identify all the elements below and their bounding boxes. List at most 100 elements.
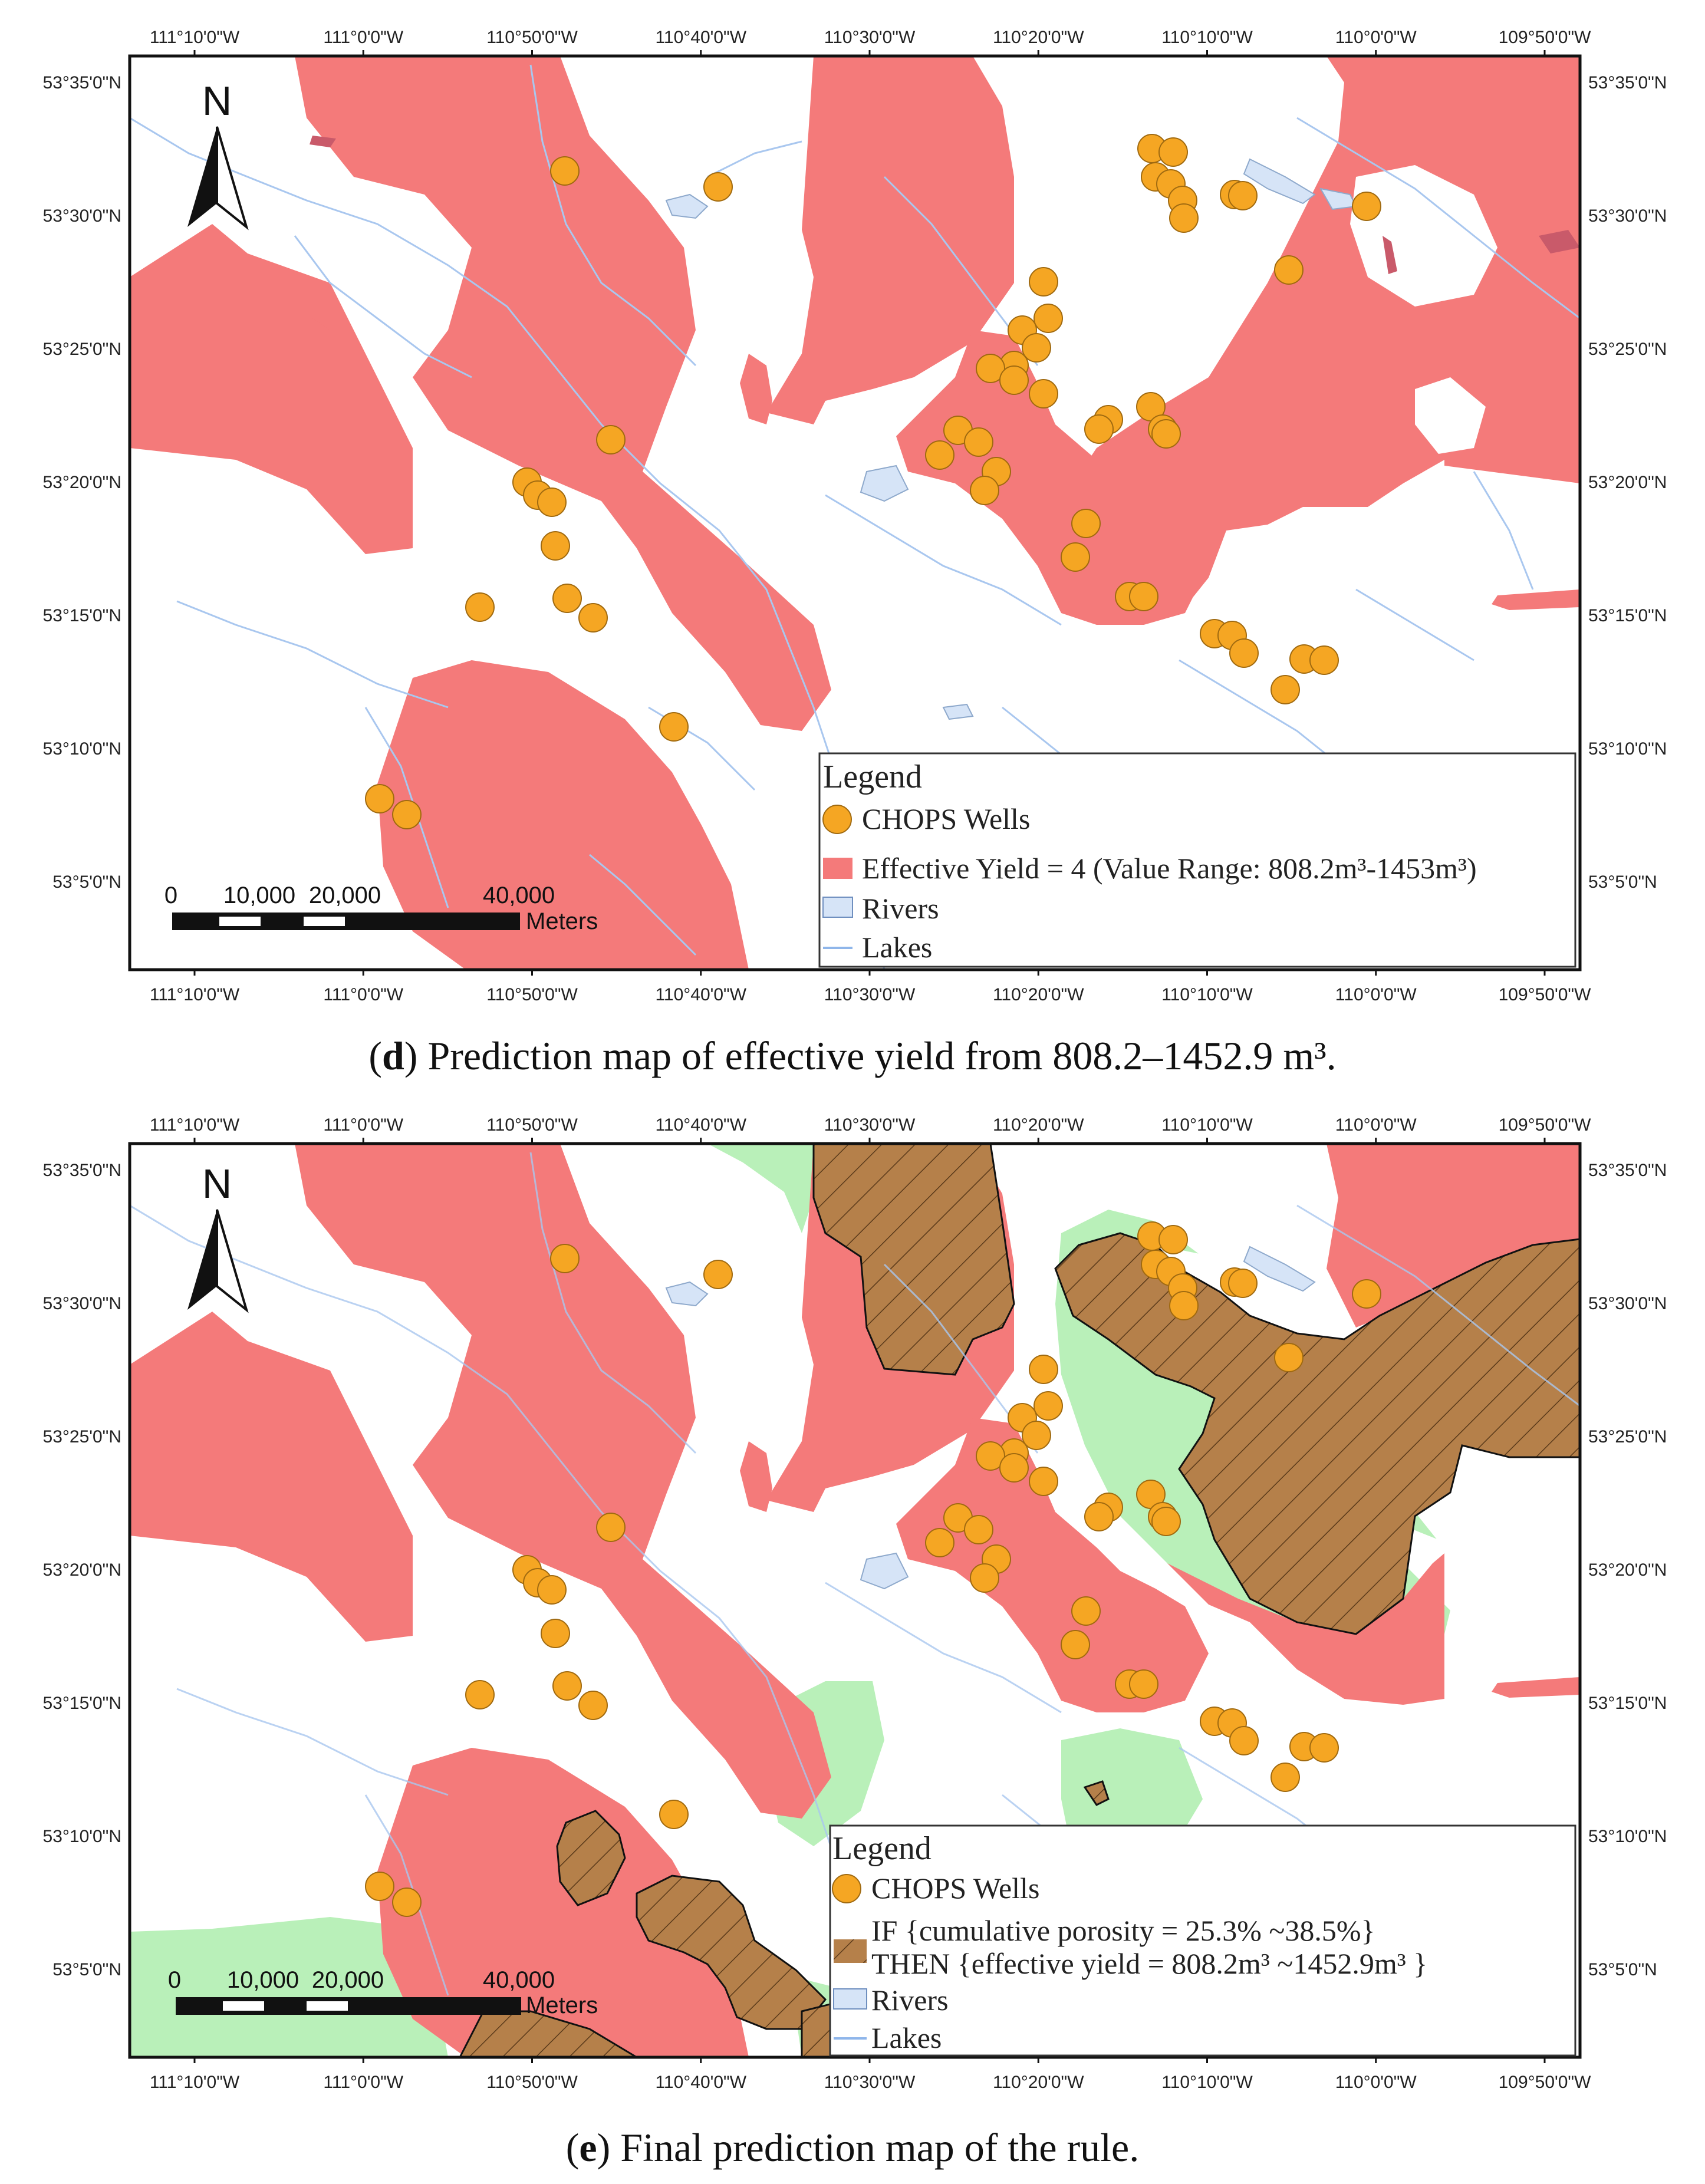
x-tick-label: 111°0'0"W — [323, 1115, 403, 1135]
y-tick-label: 53°10'0"N — [43, 739, 121, 759]
well-marker — [964, 427, 993, 457]
x-tick-label: 110°10'0"W — [1161, 1115, 1253, 1135]
y-tick-label: 53°30'0"N — [1588, 206, 1667, 226]
legend-lakes: Lakes — [862, 931, 932, 964]
north-label: N — [202, 1161, 232, 1207]
y-tick-label: 53°25'0"N — [1588, 1427, 1667, 1447]
well-marker — [1029, 267, 1058, 297]
x-tick-label: 110°0'0"W — [1335, 1115, 1417, 1135]
y-tick-label: 53°5'0"N — [52, 872, 121, 892]
well-marker — [703, 1260, 733, 1289]
well-marker — [1309, 645, 1339, 675]
legend: Legend CHOPS Wells IF {cumulative porosi… — [829, 1824, 1576, 2057]
scale-label: 0 — [168, 1967, 181, 1993]
x-tick-label: 110°0'0"W — [1335, 28, 1417, 47]
x-tick-label: 110°50'0"W — [486, 2073, 578, 2092]
chops-wells — [365, 134, 1381, 829]
y-tick-label: 53°30'0"N — [43, 1294, 121, 1313]
well-marker — [1270, 675, 1300, 704]
legend: Legend CHOPS Wells Effective Yield = 4 (… — [818, 752, 1576, 968]
well-marker — [365, 1872, 394, 1901]
x-tick-label: 110°0'0"W — [1335, 985, 1417, 1004]
well-marker — [1129, 582, 1158, 611]
scale-label: 40,000 — [483, 1967, 555, 1993]
well-marker — [1022, 1421, 1051, 1450]
caption-text: Prediction map of effective yield from 8… — [417, 1033, 1337, 1078]
well-marker — [1151, 1507, 1181, 1536]
y-tick-label: 53°30'0"N — [1588, 1294, 1667, 1313]
y-tick-label: 53°5'0"N — [1588, 1960, 1657, 1979]
well-marker — [976, 354, 1005, 383]
x-tick-label: 110°40'0"W — [655, 1115, 746, 1135]
well-marker — [578, 603, 608, 633]
x-tick-label: 109°50'0"W — [1499, 28, 1591, 47]
rule-zone — [459, 1144, 1580, 2057]
well-marker — [1228, 181, 1258, 210]
x-tick-label: 110°40'0"W — [655, 28, 746, 47]
panel-e: 111°10'0"W 111°10'0"W 111°0'0"W 111°0'0"W 11… — [0, 1092, 1705, 2183]
scale-unit: Meters — [526, 1992, 598, 2018]
caption-letter: d — [381, 1033, 404, 1078]
map-border — [128, 1142, 1582, 2059]
well-marker — [1033, 1391, 1063, 1421]
y-tick-label: 53°15'0"N — [1588, 606, 1667, 625]
y-tick-label: 53°10'0"N — [1588, 1827, 1667, 1846]
legend-rivers: Rivers — [871, 1984, 949, 2017]
x-tick-label: 110°0'0"W — [1335, 2073, 1417, 2092]
y-tick-label: 53°20'0"N — [1588, 1560, 1667, 1580]
y-tick-label: 53°5'0"N — [52, 1960, 121, 1979]
north-arrow-icon: N — [187, 78, 249, 230]
scale-label: 10,000 — [223, 882, 295, 908]
well-marker — [541, 531, 570, 561]
well-marker — [1061, 542, 1090, 572]
well-marker — [1229, 1726, 1259, 1755]
x-tick-label: 110°20'0"W — [993, 28, 1084, 47]
graticule-ticks: 111°10'0"W 111°10'0"W 111°0'0"W 111°0'0"W 11… — [43, 1115, 1667, 2092]
well-marker — [970, 1563, 999, 1593]
x-tick-label: 110°20'0"W — [993, 1115, 1084, 1135]
y-tick-label: 53°35'0"N — [1588, 1161, 1667, 1180]
caption-d: (d) Prediction map of effective yield fr… — [368, 1033, 1337, 1078]
north-label: N — [202, 78, 232, 124]
x-tick-label: 109°50'0"W — [1499, 2073, 1591, 2092]
scale-label: 20,000 — [312, 1967, 384, 1993]
x-tick-label: 111°10'0"W — [150, 1115, 240, 1135]
scale-unit: Meters — [526, 908, 598, 934]
lakes — [665, 1246, 1316, 1590]
y-tick-label: 53°25'0"N — [43, 340, 121, 359]
well-marker — [552, 584, 582, 613]
x-tick-label: 110°50'0"W — [486, 985, 578, 1004]
lake-in-zone — [310, 136, 1580, 274]
legend-zone: Effective Yield = 4 (Value Range: 808.2m… — [862, 852, 1477, 885]
y-tick-label: 53°35'0"N — [43, 1161, 121, 1180]
legend-rivers: Rivers — [862, 892, 939, 925]
well-marker — [659, 1800, 689, 1829]
x-tick-label: 111°10'0"W — [150, 985, 240, 1004]
x-tick-label: 111°10'0"W — [150, 2073, 240, 2092]
x-tick-label: 110°30'0"W — [824, 985, 916, 1004]
well-marker — [925, 1528, 954, 1557]
legend-title: Legend — [823, 759, 922, 795]
scale-label: 40,000 — [483, 882, 555, 908]
well-marker — [1169, 203, 1199, 233]
x-tick-label: 110°30'0"W — [824, 1115, 916, 1135]
scale-bar: 0 10,000 20,000 40,000 Meters — [168, 1967, 598, 2018]
well-marker — [1029, 1467, 1058, 1496]
well-marker — [1084, 1502, 1114, 1531]
well-marker — [465, 592, 495, 622]
well-marker — [1270, 1763, 1300, 1792]
well-marker — [541, 1619, 570, 1648]
x-tick-label: 110°50'0"W — [486, 28, 578, 47]
well-marker — [1158, 1225, 1188, 1254]
legend-wells: CHOPS Wells — [862, 802, 1030, 835]
well-marker — [1274, 1343, 1304, 1372]
y-tick-label: 53°15'0"N — [1588, 1694, 1667, 1713]
y-tick-label: 53°35'0"N — [1588, 73, 1667, 93]
well-marker — [1129, 1669, 1158, 1699]
x-tick-label: 110°30'0"W — [824, 28, 916, 47]
well-marker — [999, 1453, 1029, 1483]
y-tick-label: 53°10'0"N — [43, 1827, 121, 1846]
map-border — [128, 54, 1582, 971]
well-marker — [1228, 1269, 1258, 1298]
well-marker — [659, 712, 689, 742]
